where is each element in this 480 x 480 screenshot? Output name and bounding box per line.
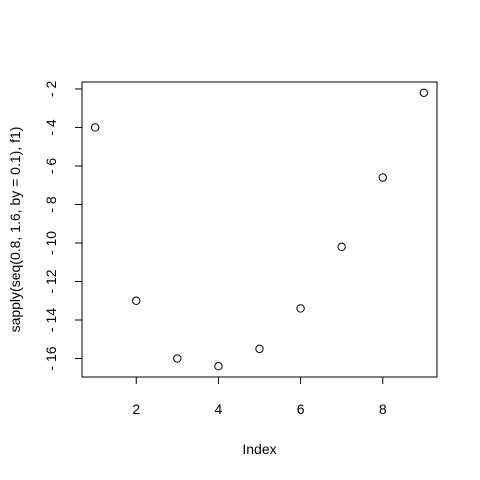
y-tick-label: - 6 bbox=[43, 158, 59, 175]
data-point bbox=[132, 296, 141, 305]
data-point bbox=[337, 242, 346, 252]
x-tick-label: 8 bbox=[379, 401, 387, 417]
y-tick-label: - 12 bbox=[43, 269, 59, 293]
x-tick-label: 4 bbox=[215, 401, 223, 417]
y-axis: - 2 - 4 - 6 - 8 - 10 - 12 - 14 - 16 bbox=[43, 81, 83, 371]
data-point bbox=[214, 362, 223, 371]
y-tick-label: - 10 bbox=[43, 231, 59, 255]
y-tick-label: - 8 bbox=[43, 196, 59, 213]
plot-frame bbox=[81, 81, 438, 378]
x-tick-label: 6 bbox=[297, 401, 305, 417]
data-point bbox=[378, 173, 387, 182]
y-tick-label: - 2 bbox=[43, 81, 59, 98]
data-points bbox=[90, 88, 429, 371]
data-point bbox=[90, 123, 100, 132]
y-tick-label: - 14 bbox=[43, 308, 59, 332]
y-axis-label: sapply(seq(0.8, 1.6, by = 0.1), f1) bbox=[7, 127, 23, 333]
x-axis-label: Index bbox=[242, 441, 276, 457]
y-tick-label: - 4 bbox=[43, 119, 59, 136]
data-point bbox=[255, 344, 264, 354]
data-point bbox=[419, 88, 429, 97]
data-point bbox=[173, 354, 182, 363]
data-point bbox=[296, 304, 305, 313]
y-tick-label: - 16 bbox=[43, 346, 59, 370]
x-tick-label: 2 bbox=[132, 401, 140, 417]
x-axis: 2 4 6 8 bbox=[132, 376, 387, 417]
